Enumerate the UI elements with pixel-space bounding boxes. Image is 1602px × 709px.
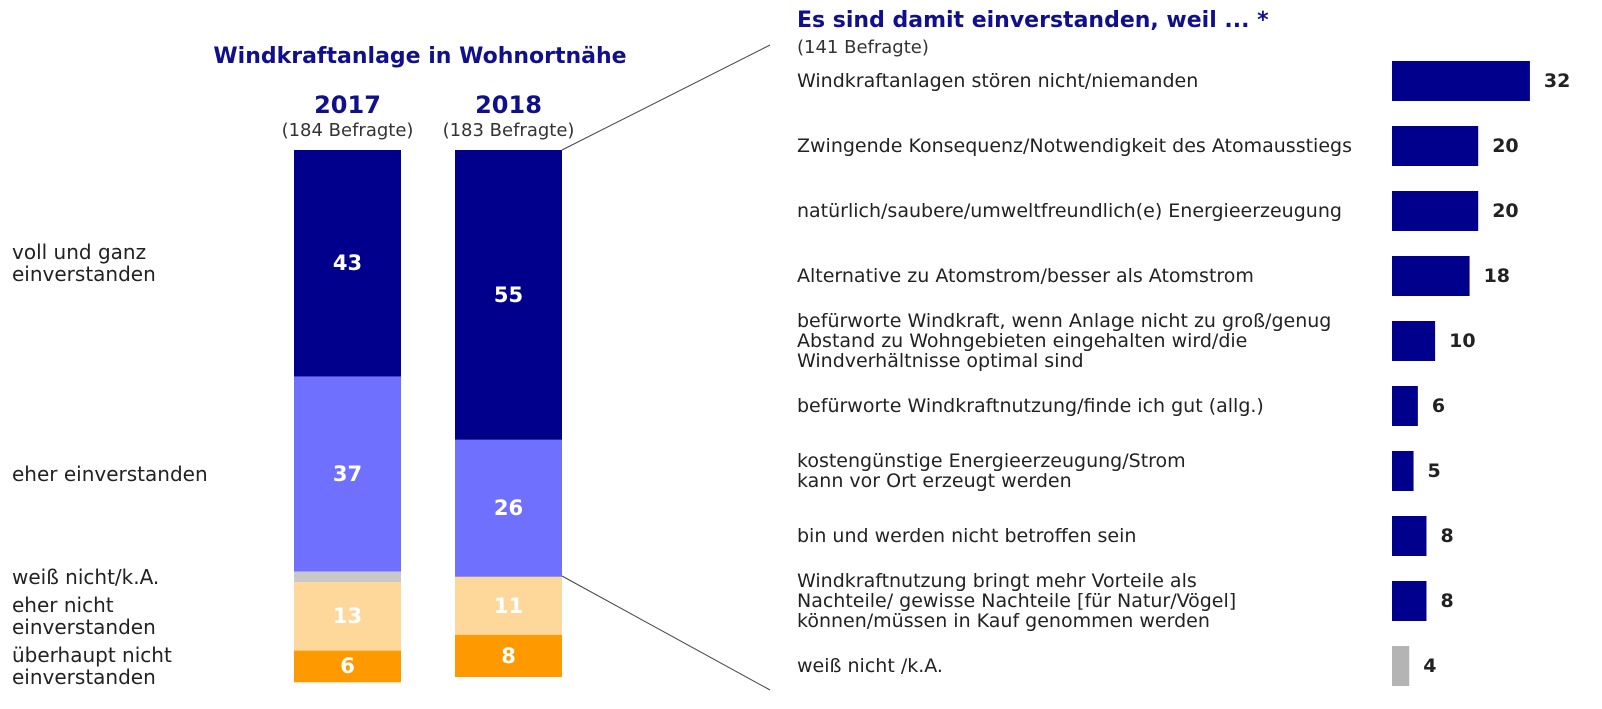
value-label: 6 xyxy=(1431,395,1446,417)
value-label: 37 xyxy=(332,462,363,487)
sample-label: (183 Befragte) xyxy=(442,120,575,141)
value-label: 11 xyxy=(493,593,524,618)
category-label: bin und werden nicht betroffen sein xyxy=(797,525,1137,547)
category-label: kostengünstige Energieerzeugung/Strom ka… xyxy=(797,450,1186,492)
chart-title: Windkraftanlage in Wohnortnähe xyxy=(213,44,627,69)
bar-segment xyxy=(455,634,562,677)
bar-segment xyxy=(294,376,401,572)
value-label: 8 xyxy=(1440,590,1454,612)
connector xyxy=(561,575,771,691)
value-label: 10 xyxy=(1449,330,1476,352)
value-label: 32 xyxy=(1543,70,1571,92)
category-label: natürlich/saubere/umweltfreundlich(e) En… xyxy=(797,200,1342,222)
bar-segment xyxy=(455,576,562,635)
bar xyxy=(1392,126,1479,166)
bar xyxy=(1392,451,1414,491)
bar xyxy=(1392,581,1427,621)
value-label: 5 xyxy=(1427,460,1441,482)
value-label: 6 xyxy=(340,654,355,679)
bar-segment xyxy=(294,150,401,377)
category-label: befürworte Windkraftnutzung/finde ich gu… xyxy=(797,395,1264,417)
value-label: 26 xyxy=(493,496,524,521)
legend-label: voll und ganz einverstanden xyxy=(12,240,156,287)
bar-segment xyxy=(294,571,401,583)
legend-label: weiß nicht/k.A. xyxy=(12,564,160,589)
legend-label: überhaupt nicht einverstanden xyxy=(12,643,172,690)
value-label: 13 xyxy=(332,604,363,629)
value-label: 8 xyxy=(1440,525,1454,547)
value-label: 20 xyxy=(1492,200,1519,222)
bar xyxy=(1392,646,1410,686)
bar-segment xyxy=(455,439,562,577)
value-label: 4 xyxy=(1423,655,1437,677)
category-label: Windkraftanlagen stören nicht/niemanden xyxy=(797,70,1199,92)
bar xyxy=(1392,61,1530,101)
legend-label: eher einverstanden xyxy=(12,462,208,487)
bar xyxy=(1392,256,1470,296)
connector xyxy=(561,44,771,151)
value-label: 55 xyxy=(493,282,524,307)
value-label: 8 xyxy=(501,643,516,668)
bar-segment xyxy=(294,650,401,683)
category-label: Windkraftnutzung bringt mehr Vorteile al… xyxy=(797,570,1237,632)
bar xyxy=(1392,321,1436,361)
bar xyxy=(1392,516,1427,556)
bar-segment xyxy=(294,582,401,651)
bar xyxy=(1392,191,1479,231)
value-label: 43 xyxy=(332,251,363,276)
category-label: Zwingende Konsequenz/Notwendigkeit des A… xyxy=(797,135,1352,157)
year-label: 2018 xyxy=(475,91,542,119)
legend-label: eher nicht einverstanden xyxy=(12,593,156,640)
chart-subtitle: (141 Befragte) xyxy=(797,37,929,58)
value-label: 20 xyxy=(1492,135,1519,157)
category-label: Alternative zu Atomstrom/besser als Atom… xyxy=(797,265,1254,287)
category-label: weiß nicht /k.A. xyxy=(797,655,943,677)
value-label: 18 xyxy=(1483,265,1511,287)
category-label: befürworte Windkraft, wenn Anlage nicht … xyxy=(797,310,1332,372)
sample-label: (184 Befragte) xyxy=(281,120,414,141)
chart-title: Es sind damit einverstanden, weil ... * xyxy=(797,8,1269,33)
bar xyxy=(1392,386,1418,426)
year-label: 2017 xyxy=(314,91,381,119)
bar-segment xyxy=(455,150,562,440)
